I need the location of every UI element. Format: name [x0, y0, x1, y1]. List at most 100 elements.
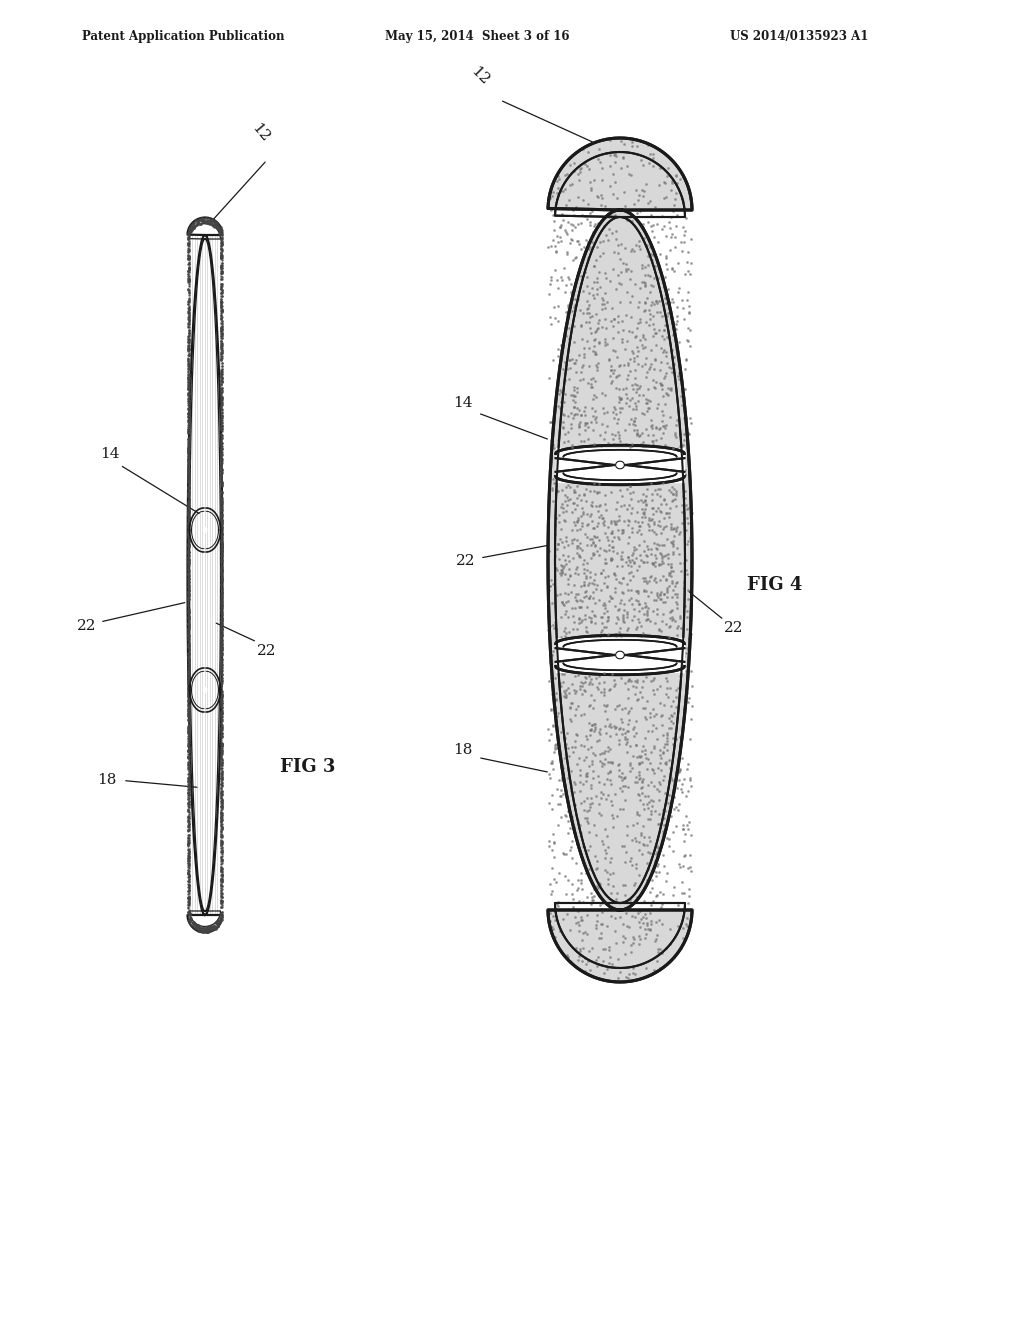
Point	[180, 441, 197, 462]
Point	[208, 215, 224, 236]
Point	[180, 904, 197, 925]
Point	[601, 953, 617, 974]
Point	[212, 774, 228, 795]
Point	[579, 763, 595, 784]
Point	[181, 434, 198, 455]
Point	[624, 322, 640, 343]
Point	[213, 701, 229, 722]
Point	[214, 760, 230, 781]
Point	[180, 355, 197, 376]
Point	[546, 297, 562, 318]
Point	[557, 601, 573, 622]
Point	[598, 694, 614, 715]
Point	[588, 385, 604, 407]
Point	[201, 916, 217, 937]
Point	[213, 282, 229, 304]
Point	[180, 438, 197, 459]
Point	[213, 574, 229, 595]
Point	[615, 495, 632, 516]
Point	[620, 455, 636, 477]
Point	[641, 826, 657, 847]
Point	[214, 362, 230, 383]
Point	[658, 668, 675, 689]
Point	[212, 874, 228, 895]
Point	[180, 387, 197, 408]
Point	[201, 919, 217, 940]
Point	[580, 372, 596, 393]
Point	[575, 401, 592, 422]
Point	[181, 585, 198, 606]
Point	[213, 300, 229, 321]
Point	[181, 611, 198, 632]
Point	[540, 540, 556, 561]
Point	[637, 300, 653, 321]
Point	[550, 338, 566, 359]
Point	[179, 433, 196, 454]
Point	[188, 915, 205, 936]
Point	[565, 199, 582, 220]
Point	[553, 339, 569, 360]
Point	[180, 800, 197, 821]
Point	[180, 376, 197, 397]
Point	[212, 870, 228, 891]
Point	[572, 158, 589, 180]
Point	[608, 933, 625, 954]
Point	[660, 211, 677, 232]
Point	[213, 249, 229, 271]
Point	[557, 383, 573, 404]
Point	[604, 752, 621, 774]
Point	[180, 232, 197, 253]
Point	[640, 648, 656, 669]
Point	[613, 548, 630, 569]
Point	[649, 924, 666, 945]
Point	[657, 246, 674, 267]
Point	[202, 917, 218, 939]
Point	[179, 397, 196, 418]
Point	[609, 264, 626, 285]
Point	[545, 906, 561, 927]
Point	[181, 339, 198, 360]
Point	[658, 259, 675, 280]
Point	[181, 289, 198, 310]
Point	[594, 752, 610, 774]
Point	[542, 903, 558, 924]
Point	[181, 565, 198, 586]
Point	[559, 296, 575, 317]
Point	[180, 376, 197, 397]
Point	[646, 243, 663, 264]
Point	[624, 517, 640, 539]
Point	[607, 378, 624, 399]
Point	[213, 248, 229, 269]
Point	[663, 696, 679, 717]
Point	[555, 557, 571, 578]
Point	[212, 730, 228, 751]
Point	[214, 535, 230, 556]
Point	[624, 906, 640, 927]
Point	[672, 605, 688, 626]
Point	[645, 156, 662, 177]
Point	[668, 520, 684, 541]
Point	[181, 890, 198, 911]
Point	[187, 917, 204, 939]
Point	[214, 560, 230, 581]
Point	[213, 585, 229, 606]
Point	[665, 292, 681, 313]
Point	[214, 405, 230, 426]
Point	[579, 298, 595, 319]
Point	[181, 758, 198, 779]
Point	[682, 845, 698, 866]
Point	[181, 257, 198, 279]
Point	[652, 337, 669, 358]
Point	[575, 550, 592, 572]
Point	[214, 364, 230, 385]
Point	[180, 602, 197, 623]
Point	[180, 792, 197, 813]
Point	[181, 420, 198, 441]
Point	[600, 610, 616, 631]
Point	[651, 774, 668, 795]
Point	[179, 673, 196, 694]
Point	[181, 502, 198, 523]
Point	[214, 490, 230, 511]
Point	[179, 550, 196, 572]
Point	[213, 704, 229, 725]
